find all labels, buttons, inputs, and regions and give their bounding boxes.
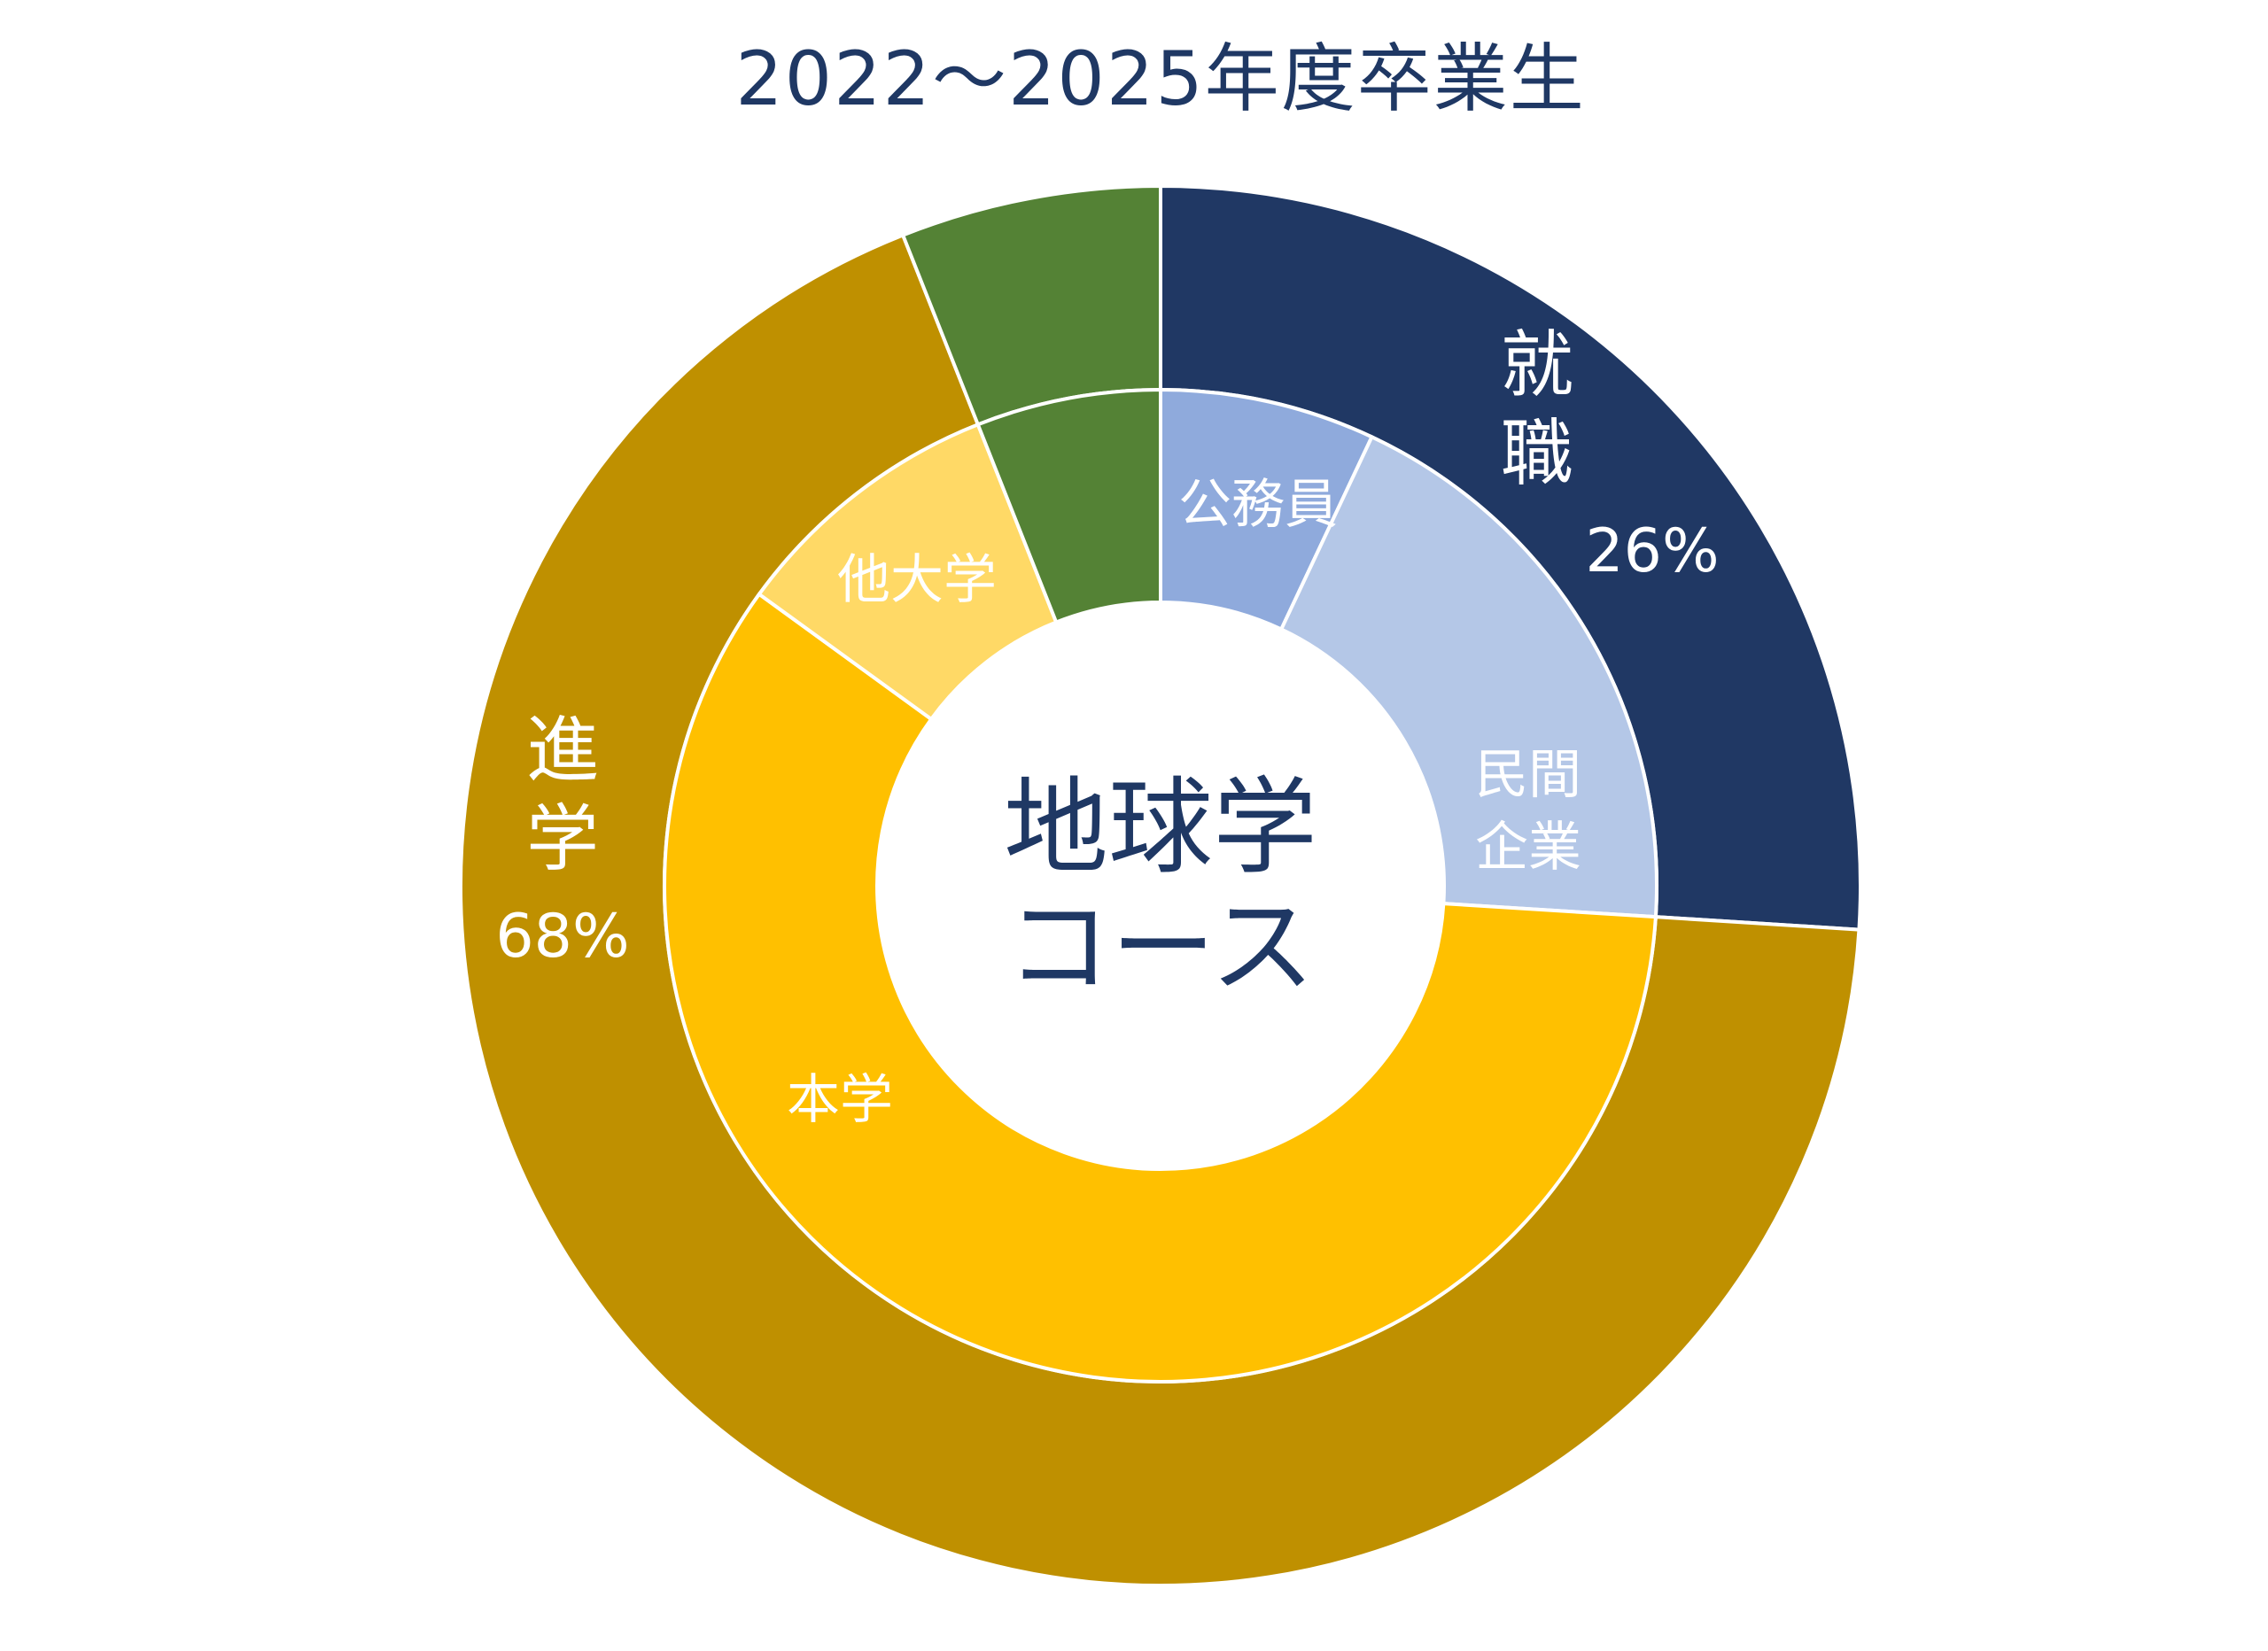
outer-percent-1: 68%	[495, 902, 629, 972]
outer-label-1-line-1: 学	[526, 797, 599, 881]
inner-label-2-line-0: 本学	[787, 1069, 893, 1131]
chart-title: 2022〜2025年度卒業生	[735, 35, 1586, 122]
inner-label-0-line-0: 公務員	[1178, 474, 1338, 536]
inner-ring-seg-1	[1278, 434, 1658, 919]
outer-percent-0: 26%	[1585, 516, 1719, 586]
outer-label-0-line-1: 職	[1501, 412, 1573, 496]
inner-label-1-line-1: 企業	[1475, 817, 1581, 879]
inner-ring	[663, 387, 1658, 1384]
center-label-line-2: コース	[1006, 886, 1315, 1008]
outer-label-0-line-0: 就	[1501, 323, 1573, 407]
inner-label-3-line-0: 他大学	[837, 549, 997, 611]
inner-ring-seg-unlabeled-4	[975, 387, 1162, 625]
inner-ring-seg-2	[663, 592, 1658, 1384]
inner-label-1-line-0: 民間	[1475, 744, 1581, 806]
center-label-line-1: 地球学	[1004, 766, 1317, 888]
outer-label-1-line-0: 進	[526, 709, 599, 793]
